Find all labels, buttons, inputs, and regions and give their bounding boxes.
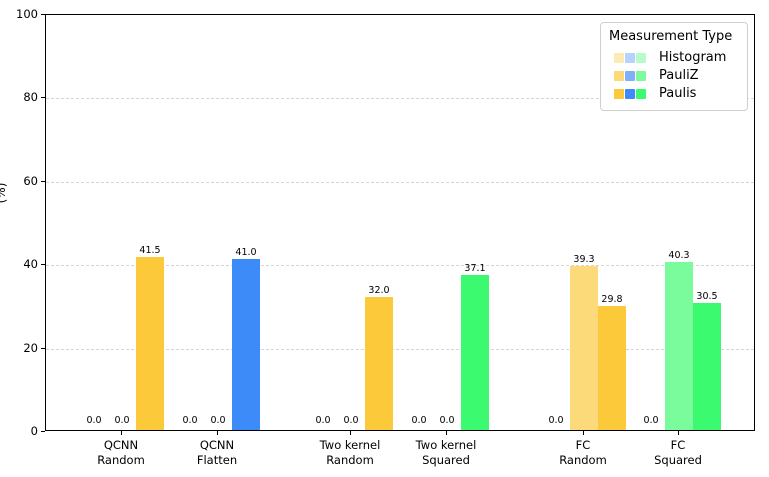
x-tick-label: QCNN Random bbox=[97, 438, 145, 467]
bar-value-label: 41.5 bbox=[139, 244, 161, 256]
bar-zero-label: 0.0 bbox=[548, 415, 564, 426]
y-tick-mark bbox=[41, 180, 45, 182]
bar-value-label: 41.0 bbox=[235, 247, 257, 259]
x-tick-mark bbox=[446, 431, 447, 435]
x-tick-mark bbox=[217, 431, 218, 435]
gridline-y80 bbox=[46, 98, 754, 100]
x-tick-mark bbox=[350, 431, 351, 435]
bar-value-label: 29.8 bbox=[601, 293, 623, 305]
legend-swatch-icon bbox=[614, 52, 624, 63]
legend-entry-label: PauliZ bbox=[659, 68, 699, 83]
bar-zero-label: 0.0 bbox=[315, 415, 331, 426]
legend-entry-histogram: Histogram bbox=[609, 50, 739, 65]
y-tick-mark bbox=[41, 97, 45, 99]
bar-paulis-3 bbox=[365, 296, 393, 430]
x-tick-label: Two kernel Squared bbox=[415, 438, 477, 467]
legend-swatch-icon bbox=[614, 70, 624, 81]
bar-pauliz-5 bbox=[570, 266, 598, 430]
y-tick-label: 20 bbox=[23, 340, 38, 355]
bar-zero-label: 0.0 bbox=[411, 415, 427, 426]
legend-swatch-icon bbox=[636, 70, 646, 81]
bar-zero-label: 0.0 bbox=[343, 415, 359, 426]
y-tick-mark bbox=[41, 264, 45, 266]
x-tick-label: FC Squared bbox=[654, 438, 702, 467]
x-tick-mark bbox=[121, 431, 122, 435]
y-tick-mark bbox=[41, 431, 45, 432]
bar-pauliz-6 bbox=[665, 261, 693, 430]
x-tick-mark bbox=[678, 431, 679, 435]
legend-swatch-icon bbox=[625, 70, 635, 81]
bar-paulis-5 bbox=[598, 305, 626, 430]
bar-zero-label: 0.0 bbox=[86, 415, 102, 426]
bar-paulis-4 bbox=[461, 275, 489, 430]
legend-title: Measurement Type bbox=[609, 29, 733, 44]
bar-value-label: 39.3 bbox=[573, 254, 595, 266]
legend: Measurement Type Histogram PauliZ Paulis bbox=[600, 22, 748, 111]
legend-swatch-icon bbox=[636, 52, 646, 63]
y-tick-mark bbox=[41, 14, 45, 15]
y-tick-label: 0 bbox=[30, 424, 38, 438]
bar-zero-label: 0.0 bbox=[114, 415, 130, 426]
gridline-y20 bbox=[46, 348, 754, 350]
bar-zero-label: 0.0 bbox=[643, 415, 659, 426]
gridline-y40 bbox=[46, 265, 754, 267]
legend-entry-label: Paulis bbox=[659, 86, 697, 101]
y-tick-label: 40 bbox=[23, 257, 38, 272]
x-tick-label: FC Random bbox=[559, 438, 607, 467]
x-tick-label: QCNN Flatten bbox=[196, 438, 238, 467]
legend-entry-paulis: Paulis bbox=[609, 86, 739, 101]
legend-entry-label: Histogram bbox=[659, 50, 727, 65]
bar-value-label: 32.0 bbox=[368, 284, 390, 296]
legend-swatch-icon bbox=[625, 88, 635, 99]
x-tick-mark bbox=[583, 431, 584, 435]
gridline-y60 bbox=[46, 181, 754, 183]
y-tick-label: 60 bbox=[23, 173, 38, 188]
bar-value-label: 37.1 bbox=[464, 263, 486, 275]
x-tick-label: Two kernel Random bbox=[319, 438, 381, 467]
bar-zero-label: 0.0 bbox=[182, 415, 198, 426]
legend-swatch-icon bbox=[614, 88, 624, 99]
bar-paulis-6 bbox=[693, 302, 721, 430]
bar-paulis-2 bbox=[232, 259, 260, 430]
bar-zero-label: 0.0 bbox=[210, 415, 226, 426]
bar-value-label: 30.5 bbox=[696, 290, 718, 302]
bar-value-label: 40.3 bbox=[668, 249, 690, 261]
bar-zero-label: 0.0 bbox=[439, 415, 455, 426]
legend-entry-pauliz: PauliZ bbox=[609, 68, 739, 83]
bar-paulis-1 bbox=[136, 256, 164, 430]
y-tick-label: 100 bbox=[16, 7, 38, 21]
y-tick-label: 80 bbox=[23, 90, 38, 105]
legend-swatch-icon bbox=[636, 88, 646, 99]
legend-swatch-icon bbox=[625, 52, 635, 63]
y-tick-mark bbox=[41, 347, 45, 349]
